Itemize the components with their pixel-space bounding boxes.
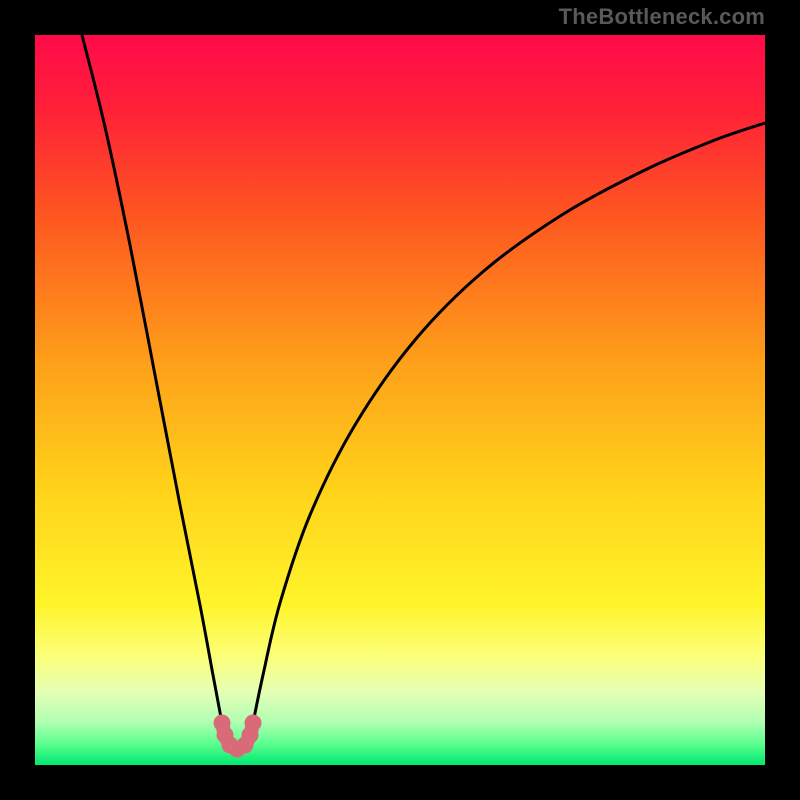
curve-layer bbox=[35, 35, 765, 765]
curve-right-branch bbox=[253, 123, 765, 723]
pink-u-dots bbox=[214, 715, 262, 758]
watermark-text: TheBottleneck.com bbox=[559, 4, 765, 30]
curve-left-branch bbox=[82, 35, 222, 723]
plot-area bbox=[35, 35, 765, 765]
chart-container: TheBottleneck.com bbox=[0, 0, 800, 800]
